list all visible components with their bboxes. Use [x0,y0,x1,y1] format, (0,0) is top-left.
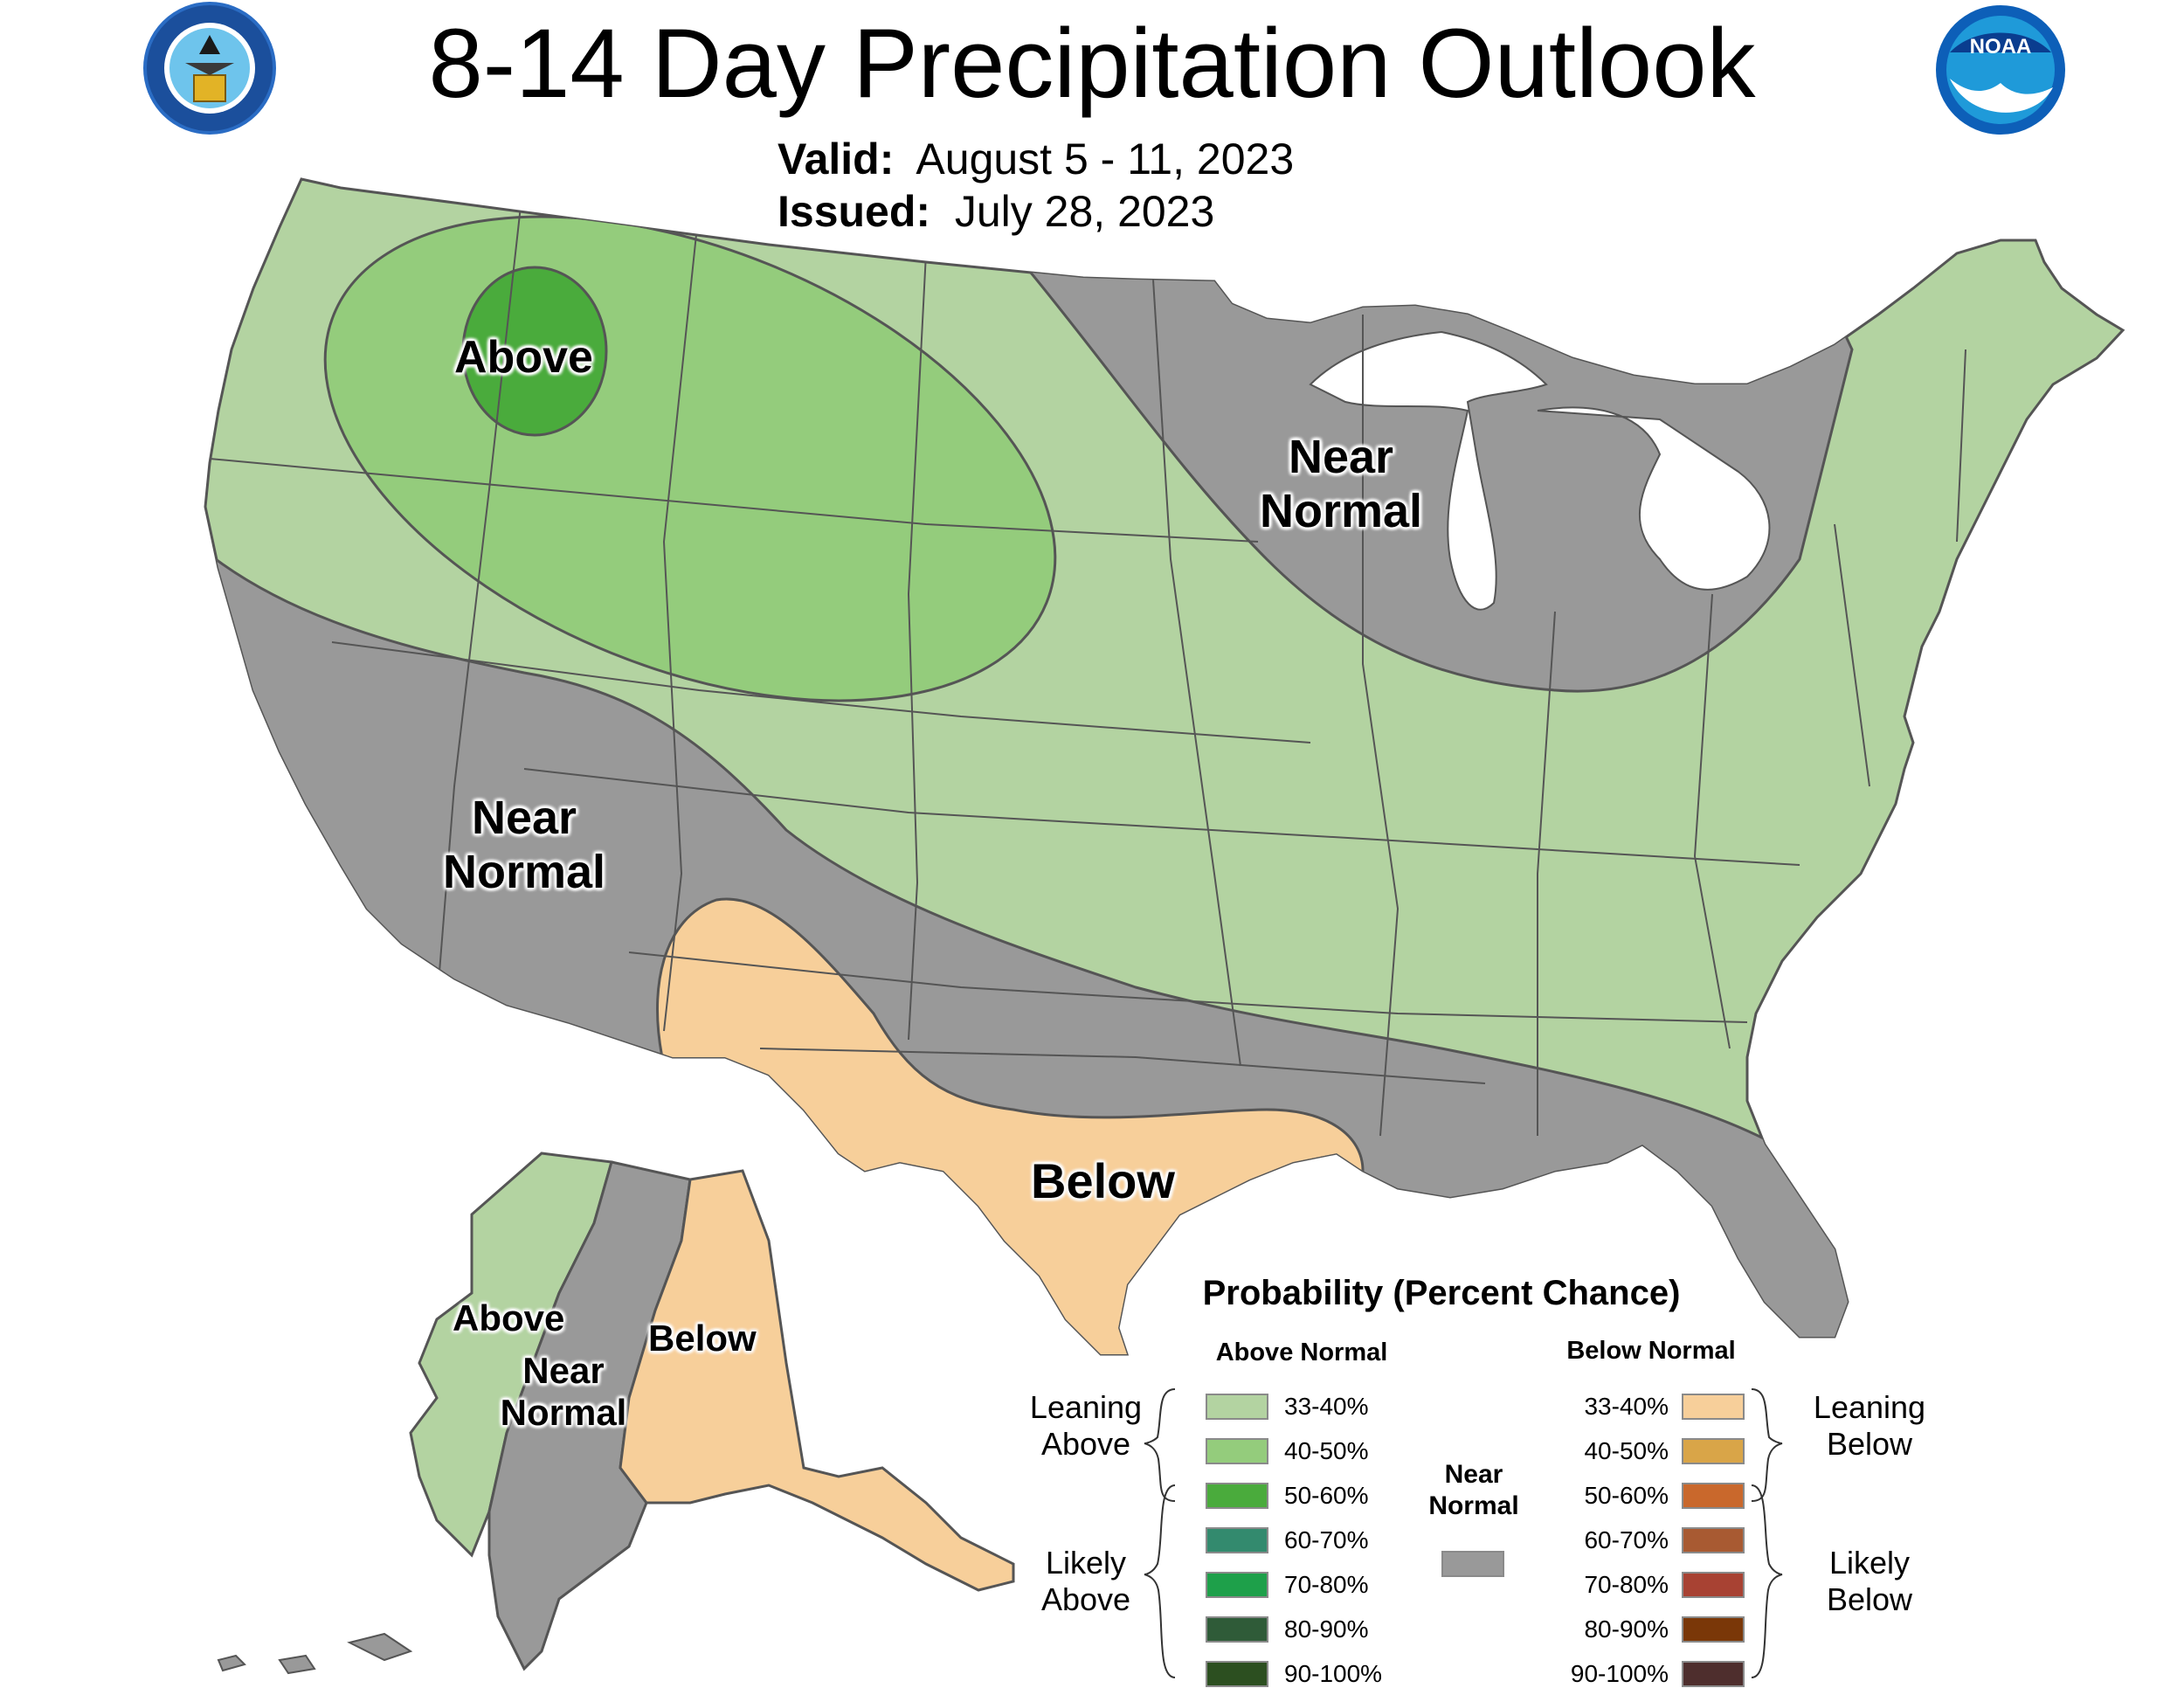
label-conus-near-1: Near [1288,431,1394,483]
legend-leaning-below-1: Leaning [1813,1389,1926,1425]
bracket-leaning-below [1751,1388,1783,1502]
aleutian-islands [217,1632,413,1675]
bracket-leaning-above [1144,1388,1176,1502]
legend-above-swatch-6 [1206,1661,1268,1687]
outlook-dates: Valid: August 5 - 11, 2023 Issued: July … [778,133,1294,238]
noaa-logo [1936,5,2065,135]
legend-above-head: Above Normal [1215,1339,1388,1366]
legend-below-swatch-6 [1682,1661,1745,1687]
label-ak-near-normal: Near Normal [485,1350,642,1435]
valid-value: August 5 - 11, 2023 [916,135,1295,183]
state-boundaries [209,179,1966,1137]
legend-below-pct-5: 80-90% [1584,1615,1669,1643]
legend-above-swatch-0 [1206,1394,1268,1420]
legend-near-1: Near [1444,1460,1503,1489]
legend-likely-above-1: Likely [1045,1545,1127,1581]
legend-near-normal-head: Near Normal [1408,1459,1539,1522]
legend-leaning-below-2: Below [1826,1426,1913,1462]
legend-leaning-below-label: Leaning Below [1795,1389,1944,1463]
legend-near-normal-swatch [1441,1551,1504,1577]
label-conus-above: Above [454,332,593,383]
issued-key: Issued: [778,187,931,236]
label-west-near-normal: Near Normal [419,791,629,899]
legend-above-pct-1: 40-50% [1284,1437,1369,1464]
legend-brackets [1144,1388,1783,1678]
legend-above-swatch-2 [1206,1483,1268,1509]
legend-above-pct-2: 50-60% [1284,1482,1369,1509]
label-west-near-1: Near [471,792,577,844]
noaa-logo-text: NOAA [1969,35,2032,59]
above-normal-50-60-region [461,266,608,437]
valid-line: Valid: August 5 - 11, 2023 [778,133,1294,185]
legend-likely-below-1: Likely [1828,1545,1911,1581]
legend-leaning-above-2: Above [1040,1426,1131,1462]
legend-likely-above-2: Above [1040,1581,1131,1617]
bracket-likely-below [1751,1484,1783,1678]
legend-above-pct-4: 70-80% [1284,1571,1369,1598]
alaska [217,1152,1015,1675]
legend-below-swatch-2 [1682,1483,1745,1509]
legend-below-pct-2: 50-60% [1584,1482,1669,1509]
legend-below-swatch-0 [1682,1394,1745,1420]
legend-near-2: Normal [1428,1491,1519,1520]
legend-below-pct-1: 40-50% [1584,1437,1669,1464]
issued-line: Issued: July 28, 2023 [778,185,1294,238]
label-ak-near-1: Near [522,1350,605,1391]
legend-above-swatch-1 [1206,1438,1268,1464]
legend-likely-below-label: Likely Below [1795,1545,1944,1618]
legend-above-swatch-5 [1206,1616,1268,1643]
label-ak-near-2: Normal [500,1392,627,1434]
legend-below-swatch-3 [1682,1527,1745,1553]
department-of-commerce-seal [143,2,276,135]
legend-below-swatch-4 [1682,1572,1745,1598]
page-title: 8-14 Day Precipitation Outlook [428,9,1756,118]
legend-above-pct-5: 80-90% [1284,1615,1369,1643]
legend-below-pct-6: 90-100% [1570,1660,1669,1687]
label-ak-above: Above [453,1297,565,1339]
legend-likely-above-label: Likely Above [1012,1545,1160,1618]
legend-above-pct-3: 60-70% [1284,1526,1369,1553]
legend-below-swatch-5 [1682,1616,1745,1643]
issued-value: July 28, 2023 [954,187,1215,236]
bracket-likely-above [1144,1484,1176,1678]
label-conus-near-2: Normal [1259,485,1423,538]
legend-leaning-above-label: Leaning Above [1012,1389,1160,1463]
legend-below-pct-3: 60-70% [1584,1526,1669,1553]
valid-key: Valid: [778,135,895,183]
label-south-below: Below [1031,1153,1175,1208]
legend-above-swatch-4 [1206,1572,1268,1598]
legend-above-pct-0: 33-40% [1284,1393,1369,1420]
legend-above-swatch-3 [1206,1527,1268,1553]
label-conus-near-normal: Near Normal [1232,430,1450,538]
legend-below-pct-4: 70-80% [1584,1571,1669,1598]
label-ak-below: Below [648,1318,757,1359]
legend-title: Probability (Percent Chance) [1202,1274,1681,1312]
legend-below-swatch-1 [1682,1438,1745,1464]
label-west-near-2: Normal [442,846,606,899]
great-lakes [1309,330,1771,611]
alaska-below-normal-region [619,1169,1015,1592]
legend-leaning-above-1: Leaning [1029,1389,1143,1425]
legend-likely-below-2: Below [1826,1581,1913,1617]
legend-above-pct-6: 90-100% [1284,1660,1383,1687]
legend-below-head: Below Normal [1566,1337,1736,1365]
legend-below-pct-0: 33-40% [1584,1393,1669,1420]
